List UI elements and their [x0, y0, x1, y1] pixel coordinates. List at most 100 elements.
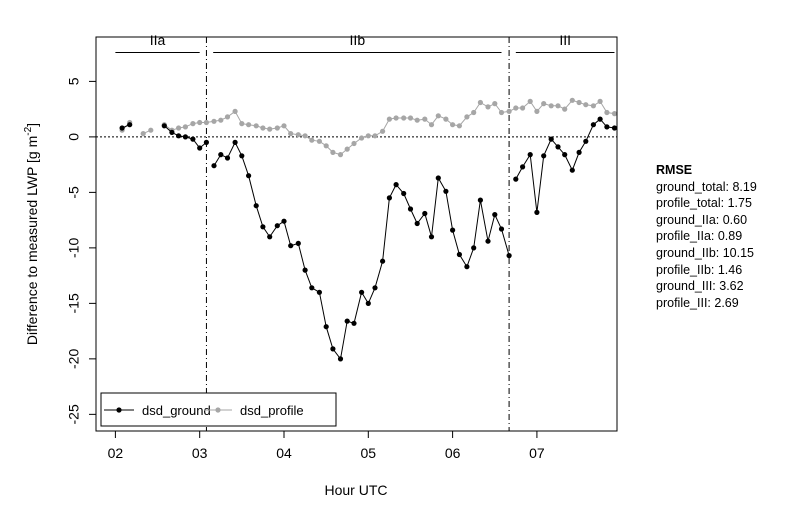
data-point — [372, 285, 378, 291]
data-point — [176, 125, 182, 131]
x-tick-label: 05 — [361, 445, 377, 461]
data-point — [611, 111, 618, 117]
y-axis-label: Difference to measured LWP [g m-2] — [23, 123, 40, 345]
data-point — [555, 144, 561, 150]
period-label: IIa — [150, 32, 166, 48]
data-point — [239, 153, 245, 159]
data-point — [590, 122, 597, 128]
data-point — [274, 223, 280, 229]
data-point — [295, 240, 301, 246]
data-point — [281, 123, 287, 129]
data-point — [435, 113, 441, 119]
data-point — [414, 117, 420, 123]
data-point — [562, 152, 568, 158]
data-point — [302, 267, 308, 273]
data-point — [604, 124, 610, 130]
data-point — [176, 133, 182, 139]
data-point — [323, 143, 329, 149]
data-point — [569, 97, 575, 103]
data-point — [211, 118, 217, 124]
plot-frame — [95, 36, 618, 432]
data-point — [506, 253, 512, 259]
data-point — [569, 167, 575, 173]
y-tick-label: -15 — [66, 293, 82, 313]
data-point — [182, 134, 188, 140]
data-point — [541, 153, 547, 159]
data-point — [232, 108, 238, 114]
series — [119, 97, 618, 362]
period-label: IIb — [350, 32, 366, 48]
data-point — [527, 152, 533, 158]
data-point — [386, 116, 392, 122]
data-point — [365, 133, 371, 139]
data-point — [302, 133, 308, 139]
rmse-profile-iii: profile_III: 2.69 — [656, 295, 739, 310]
data-point — [597, 116, 603, 122]
data-point — [520, 105, 526, 111]
data-point — [380, 128, 386, 134]
data-point — [288, 243, 294, 249]
data-point — [401, 190, 407, 197]
data-point — [513, 176, 519, 182]
data-point — [316, 289, 322, 295]
data-point — [127, 122, 133, 128]
legend-label: dsd_profile — [240, 403, 304, 418]
data-point — [372, 133, 378, 139]
y-tick-label: -5 — [66, 186, 82, 199]
series-line — [213, 141, 510, 361]
data-point — [344, 146, 350, 152]
data-point — [456, 123, 462, 129]
data-point — [583, 102, 589, 108]
data-point — [590, 103, 597, 109]
data-point — [422, 210, 428, 217]
axes: 02 03 04 05 06 07-25-20-15-10-505 — [66, 37, 617, 461]
data-point — [203, 139, 209, 145]
data-point — [330, 149, 336, 155]
data-point — [169, 129, 175, 135]
rmse-profile-iib: profile_IIb: 1.46 — [656, 262, 743, 277]
rmse-ground-total: ground_total: 8.19 — [656, 179, 757, 194]
data-point — [492, 101, 498, 107]
rmse-profile-iia: profile_IIa: 0.89 — [656, 229, 743, 244]
data-point — [246, 122, 252, 128]
data-point — [359, 289, 365, 295]
x-tick-label: 04 — [276, 445, 292, 461]
data-point — [464, 264, 470, 270]
data-point — [161, 123, 167, 129]
data-point — [548, 103, 554, 109]
data-point — [401, 115, 407, 121]
series-line — [164, 99, 615, 156]
data-point — [492, 212, 498, 218]
data-point — [393, 182, 399, 188]
data-point — [583, 138, 589, 144]
data-point — [337, 356, 344, 362]
data-point — [260, 224, 266, 230]
data-point — [485, 238, 491, 244]
data-point — [218, 152, 224, 158]
data-point — [428, 234, 435, 240]
data-point — [140, 131, 146, 137]
data-point — [281, 218, 287, 224]
data-point — [330, 346, 336, 352]
data-point — [119, 125, 125, 131]
data-point — [267, 126, 273, 132]
data-point — [506, 108, 512, 114]
data-point — [386, 195, 392, 201]
data-point — [520, 164, 526, 170]
y-tick-label: 0 — [66, 133, 82, 141]
legend-swatch-point — [116, 407, 122, 413]
data-point — [218, 117, 224, 123]
data-point — [323, 324, 329, 330]
data-point — [548, 136, 554, 142]
x-axis-label: Hour UTC — [324, 482, 387, 498]
data-point — [232, 139, 238, 145]
data-point — [407, 206, 414, 212]
data-point — [562, 106, 568, 112]
x-tick-label: 06 — [445, 445, 461, 461]
data-point — [422, 116, 428, 122]
data-point — [337, 152, 344, 158]
series-dsd_ground — [119, 116, 618, 362]
y-tick-label: -20 — [66, 349, 82, 369]
data-point — [380, 258, 386, 264]
rmse-profile-total: profile_total: 1.75 — [656, 196, 752, 211]
